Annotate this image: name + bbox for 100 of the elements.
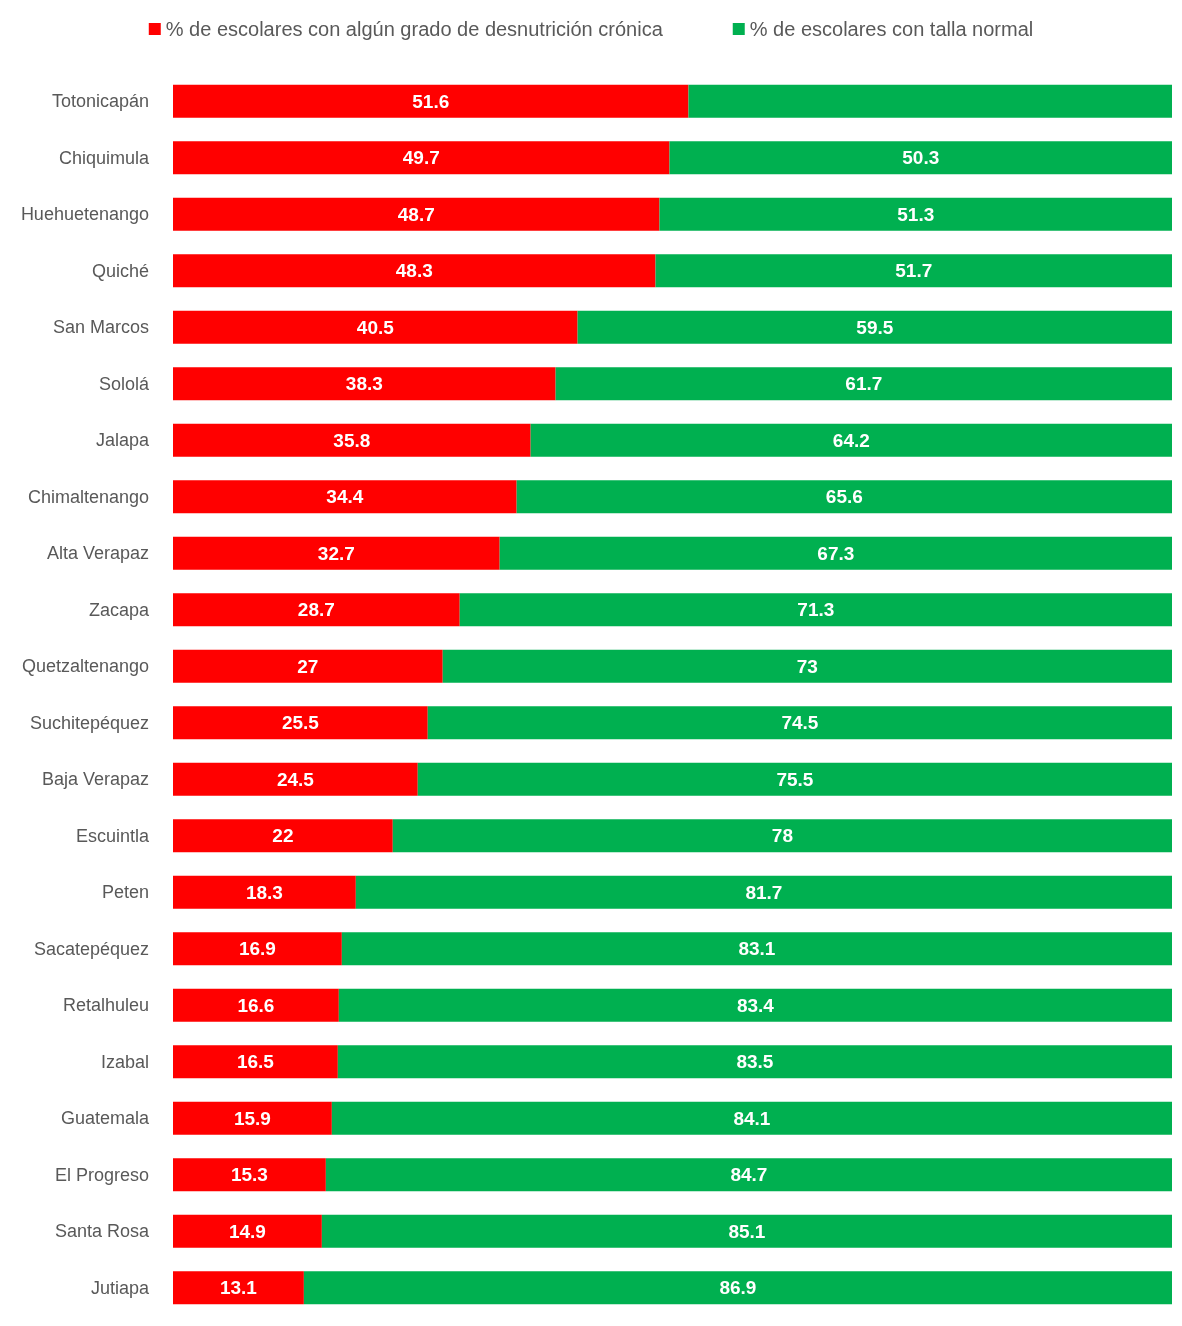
y-tick-label: Alta Verapaz: [46, 543, 149, 564]
data-label: 65.6: [825, 486, 863, 508]
data-label: 38.3: [345, 373, 383, 395]
bar: [173, 480, 517, 514]
bar: [659, 197, 1172, 231]
bar: [173, 1045, 338, 1079]
data-label: 14.9: [228, 1220, 266, 1242]
data-label: 50.3: [902, 147, 940, 169]
data-label: 61.7: [845, 373, 883, 395]
bar: [173, 1158, 326, 1192]
bar: [331, 1101, 1172, 1135]
bar: [173, 762, 418, 796]
y-tick-label: Retalhuleu: [62, 995, 149, 1016]
y-tick-label: Totonicapán: [51, 91, 149, 112]
data-label: 40.5: [356, 316, 395, 338]
bar: [341, 932, 1172, 966]
y-tick-label: Izabal: [100, 1051, 149, 1072]
bar: [688, 84, 1172, 118]
data-label: 85.1: [728, 1220, 766, 1242]
bar: [338, 988, 1172, 1022]
data-label: 84.7: [730, 1164, 768, 1186]
y-tick-label: Chimaltenango: [27, 486, 149, 507]
data-label: 16.9: [238, 938, 276, 960]
data-label: 35.8: [333, 429, 371, 451]
data-label: 64.2: [832, 429, 870, 451]
bar: [173, 254, 656, 288]
bar: [655, 254, 1172, 288]
bar: [173, 310, 578, 344]
bar: [442, 649, 1172, 683]
data-label: 28.7: [297, 599, 335, 621]
bar: [173, 1271, 304, 1305]
data-label: 51.6: [412, 90, 450, 112]
data-label: 83.1: [738, 938, 776, 960]
data-label: 34.4: [326, 486, 364, 508]
y-tick-label: Jalapa: [95, 430, 150, 451]
bar: [555, 367, 1172, 401]
bar: [173, 706, 428, 740]
bar: [173, 932, 342, 966]
bar: [173, 423, 531, 457]
data-label: 15.9: [233, 1107, 271, 1129]
bar: [321, 1214, 1172, 1248]
y-tick-label: Huehuetenango: [20, 204, 149, 225]
bar: [577, 310, 1172, 344]
data-label: 73: [796, 655, 818, 677]
y-tick-label: Guatemala: [60, 1108, 150, 1129]
bar: [417, 762, 1172, 796]
data-label: 48.3: [395, 260, 433, 282]
y-tick-label: El Progreso: [54, 1164, 149, 1185]
bar: [173, 197, 660, 231]
data-label: 51.3: [897, 203, 935, 225]
data-label: 16.5: [236, 1051, 275, 1073]
bar: [173, 988, 339, 1022]
data-label: 86.9: [719, 1277, 757, 1299]
bar: [173, 1214, 322, 1248]
data-label: 15.3: [230, 1164, 268, 1186]
data-label: 59.5: [856, 316, 894, 338]
bar: [173, 593, 460, 627]
y-tick-label: Quiché: [91, 260, 149, 281]
bar: [173, 649, 443, 683]
y-tick-label: Santa Rosa: [54, 1221, 150, 1242]
data-label: 51.7: [895, 260, 933, 282]
bar: [427, 706, 1172, 740]
data-label: 24.5: [276, 768, 315, 790]
data-label: 71.3: [797, 599, 835, 621]
y-tick-label: Sololá: [98, 373, 150, 394]
data-label: 22: [272, 825, 294, 847]
bar: [173, 536, 500, 570]
bar: [303, 1271, 1172, 1305]
data-label: 83.5: [736, 1051, 774, 1073]
bar: [355, 875, 1172, 909]
data-label: 74.5: [781, 712, 819, 734]
data-label: 13.1: [219, 1277, 258, 1299]
bar: [499, 536, 1172, 570]
data-label: 32.7: [317, 542, 355, 564]
data-label: 25.5: [281, 712, 320, 734]
data-label: 18.3: [245, 881, 283, 903]
y-tick-label: Quetzaltenango: [21, 656, 149, 677]
y-tick-label: Peten: [101, 882, 149, 903]
bar: [173, 819, 393, 853]
bar: [173, 141, 670, 175]
y-tick-label: San Marcos: [52, 317, 149, 338]
y-tick-label: Chiquimula: [58, 147, 150, 168]
data-label: 75.5: [776, 768, 814, 790]
bar: [173, 84, 689, 118]
y-tick-label: Baja Verapaz: [41, 769, 149, 790]
bar: [516, 480, 1172, 514]
data-label: 81.7: [745, 881, 783, 903]
data-label: 48.7: [397, 203, 435, 225]
y-tick-label: Suchitepéquez: [29, 712, 149, 733]
bar: [669, 141, 1172, 175]
data-label: 83.4: [736, 994, 775, 1016]
data-label: 84.1: [733, 1107, 771, 1129]
data-label: 16.6: [237, 994, 275, 1016]
bar: [459, 593, 1172, 627]
y-tick-label: Zacapa: [88, 599, 150, 620]
data-label: 49.7: [402, 147, 440, 169]
y-tick-label: Jutiapa: [90, 1277, 150, 1298]
legend-label: % de escolares con talla normal: [749, 18, 1034, 40]
y-tick-label: Sacatepéquez: [33, 938, 149, 959]
legend-label: % de escolares con algún grado de desnutrición crónica: [165, 18, 664, 40]
